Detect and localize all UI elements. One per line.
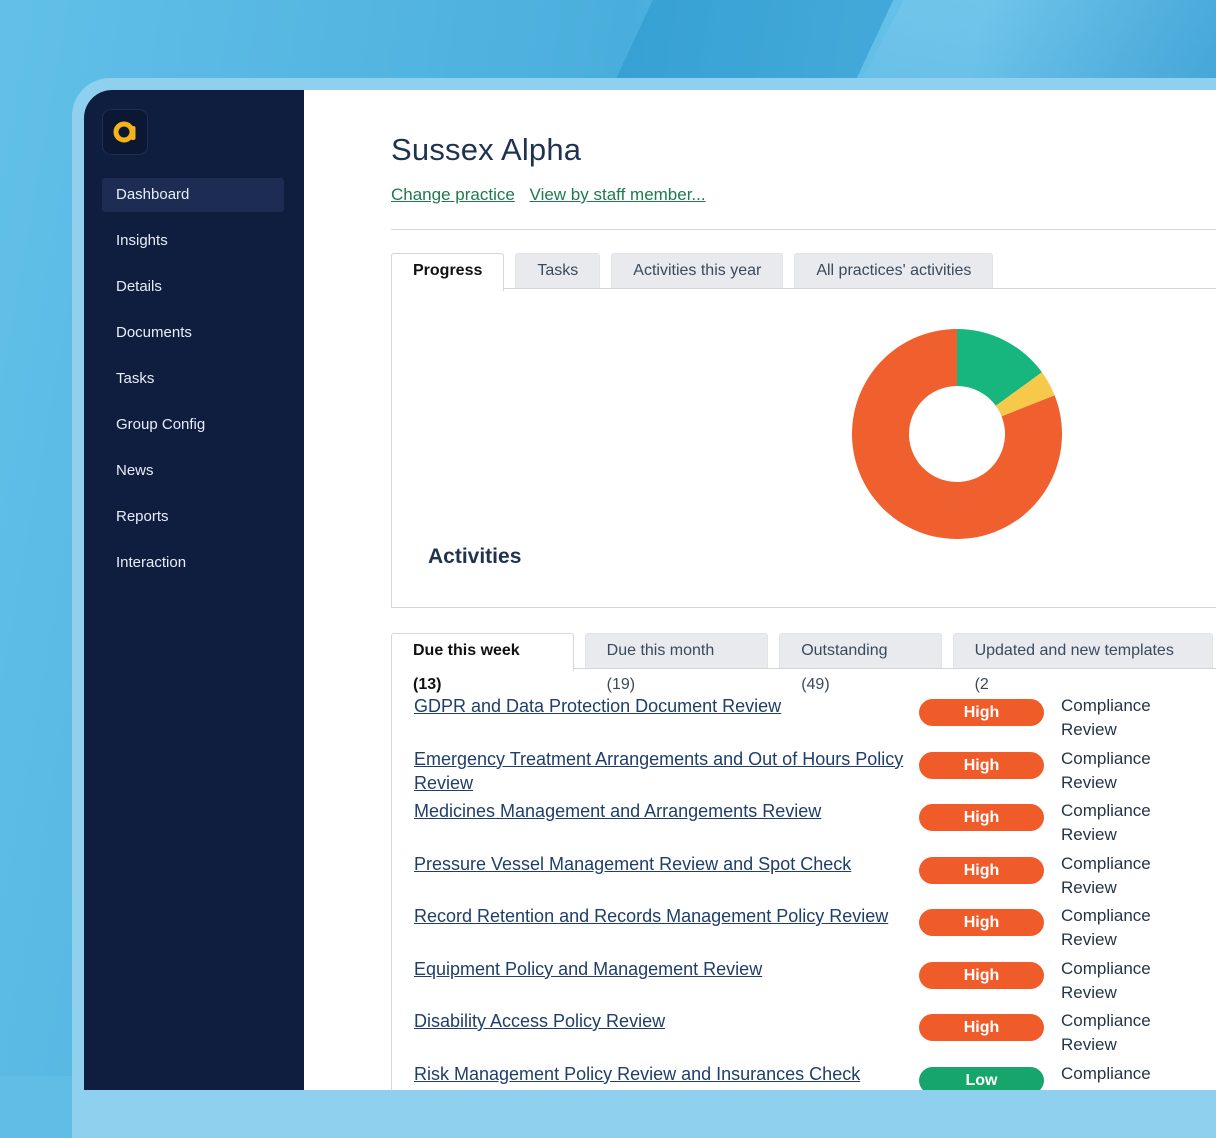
header-links: Change practice View by staff member...	[391, 185, 716, 205]
donut-slice-1	[995, 372, 1055, 417]
sidebar: Dashboard Insights Details Documents Tasks Gr…	[84, 90, 304, 1090]
task-row: Disability Access Policy Review High Compl…	[414, 1009, 1214, 1062]
priority-badge: High	[919, 961, 1044, 989]
task-type: Compliance Review	[1061, 696, 1151, 739]
app-window: Dashboard Insights Details Documents Tasks Gr…	[84, 90, 1216, 1090]
task-row: Medicines Management and Arrangements Re…	[414, 799, 1214, 852]
task-title-link[interactable]: Pressure Vessel Management Review and Sp…	[414, 853, 852, 874]
due-tab-updated-and-new-templates-2[interactable]: Updated and new templates (2	[952, 633, 1213, 693]
task-title-link[interactable]: Disability Access Policy Review	[414, 1011, 666, 1031]
task-title-link[interactable]: Medicines Management and Arrangements Re…	[414, 801, 822, 821]
donut-slice-0	[957, 329, 1042, 406]
sidebar-item-dashboard[interactable]: Dashboard	[102, 178, 284, 212]
due-panel	[391, 668, 1216, 1090]
progress-panel: Activities	[391, 288, 1216, 608]
sidebar-item-tasks[interactable]: Tasks	[116, 370, 155, 387]
sidebar-item-details[interactable]: Details	[116, 278, 162, 295]
task-type: Compliance Review	[1061, 801, 1151, 844]
task-row: Record Retention and Records Management …	[414, 904, 1214, 957]
due-tabs: Due this week (13) Due this month (19) Out…	[391, 633, 1216, 693]
task-title-link[interactable]: Equipment Policy and Management Review	[414, 958, 763, 979]
donut-slice-2	[852, 329, 1062, 539]
priority-badge: High	[919, 909, 1044, 936]
app-logo-icon[interactable]	[102, 109, 148, 155]
task-type: Compliance Review	[1061, 1011, 1151, 1054]
due-tab-due-this-month-19[interactable]: Due this month (19)	[584, 633, 769, 693]
task-type: Compliance Review	[1061, 748, 1151, 792]
tab-tasks[interactable]: Tasks	[515, 253, 601, 288]
activities-chart-label: Activities	[428, 545, 522, 568]
sidebar-nav: Dashboard Insights Details Documents Tasks Gr…	[102, 178, 284, 592]
change-practice-link[interactable]: Change practice	[391, 185, 515, 204]
task-type: Compliance Review	[1061, 906, 1151, 949]
due-tab-outstanding-49[interactable]: Outstanding (49)	[779, 633, 942, 693]
divider	[391, 229, 1216, 230]
priority-badge: High	[919, 804, 1044, 831]
task-type: Compliance Review	[1061, 958, 1151, 1002]
due-tab-due-this-week-13[interactable]: Due this week (13)	[391, 633, 574, 693]
tab-progress[interactable]: Progress	[391, 253, 505, 291]
task-list: GDPR and Data Protection Document Review…	[414, 694, 1214, 1090]
task-row: GDPR and Data Protection Document Review…	[414, 694, 1214, 747]
sidebar-item-news[interactable]: News	[116, 462, 154, 479]
sidebar-item-reports[interactable]: Reports	[116, 508, 169, 525]
task-title-link[interactable]: Record Retention and Records Management …	[414, 906, 889, 926]
sidebar-item-documents[interactable]: Documents	[116, 324, 192, 341]
sidebar-item-interaction[interactable]: Interaction	[116, 554, 187, 571]
priority-badge: High	[919, 751, 1044, 779]
task-row: Equipment Policy and Management Review Hi…	[414, 957, 1214, 1010]
sidebar-item-insights[interactable]: Insights	[116, 232, 168, 249]
task-title-link[interactable]: GDPR and Data Protection Document Review	[414, 696, 782, 716]
priority-badge: High	[919, 1014, 1044, 1041]
task-title-link[interactable]: Risk Management Policy Review and Insura…	[414, 1063, 861, 1084]
progress-tabs: Progress Tasks Activities this year All pra…	[391, 253, 1004, 291]
task-title-link[interactable]: Emergency Treatment Arrangements and Out…	[414, 748, 904, 793]
view-by-staff-link[interactable]: View by staff member...	[529, 185, 706, 204]
task-type: Compliance Review	[1061, 853, 1151, 897]
task-row: Pressure Vessel Management Review and Sp…	[414, 852, 1214, 905]
tab-all-practices-activities[interactable]: All practices' activities	[794, 253, 994, 288]
main-content: Sussex Alpha Change practice View by sta…	[304, 90, 1216, 1090]
priority-badge: High	[919, 699, 1044, 726]
page-title: Sussex Alpha	[391, 132, 582, 167]
priority-badge: Low	[919, 1066, 1044, 1090]
priority-badge: High	[919, 856, 1044, 884]
tab-activities-this-year[interactable]: Activities this year	[611, 253, 784, 288]
task-row: Emergency Treatment Arrangements and Out…	[414, 747, 1214, 800]
activities-donut-chart	[852, 329, 1062, 539]
sidebar-item-group-config[interactable]: Group Config	[116, 416, 206, 433]
